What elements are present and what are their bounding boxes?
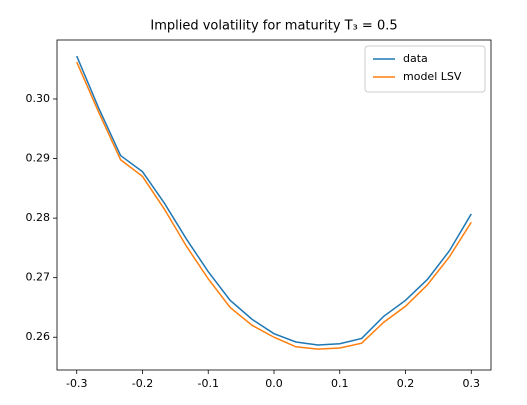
x-tick-label: -0.3 bbox=[66, 377, 87, 390]
y-tick-label: 0.28 bbox=[26, 211, 51, 224]
x-tick-label: 0.0 bbox=[265, 377, 283, 390]
data-line bbox=[76, 61, 472, 350]
y-tick-label: 0.26 bbox=[26, 330, 51, 343]
x-tick-label: -0.2 bbox=[132, 377, 153, 390]
y-tick-label: 0.30 bbox=[26, 92, 51, 105]
x-tick-label: 0.1 bbox=[331, 377, 349, 390]
legend: data model LSV bbox=[364, 45, 486, 93]
legend-box bbox=[364, 45, 486, 93]
y-tick-label: 0.29 bbox=[26, 152, 51, 165]
plot-frame bbox=[56, 39, 492, 371]
y-tick-label: 0.27 bbox=[26, 271, 51, 284]
legend-label: model LSV bbox=[403, 70, 462, 83]
data-line bbox=[76, 55, 472, 346]
x-tick-label: 0.2 bbox=[397, 377, 415, 390]
x-tick-label: -0.1 bbox=[198, 377, 219, 390]
x-tick-label: 0.3 bbox=[463, 377, 481, 390]
legend-label: data bbox=[403, 52, 428, 65]
chart-title: Implied volatility for maturity T₃ = 0.5 bbox=[150, 19, 397, 34]
